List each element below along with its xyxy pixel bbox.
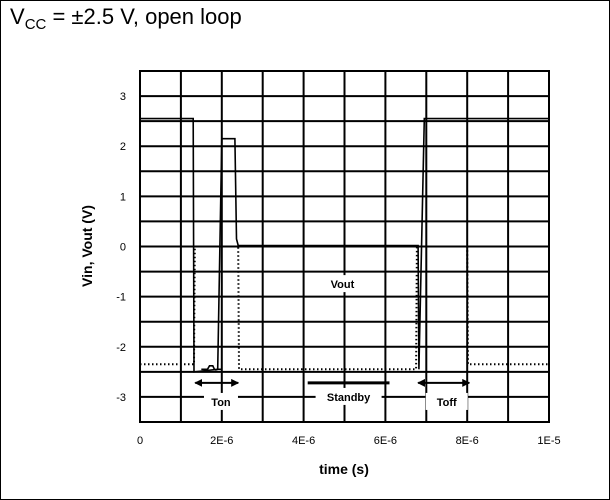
series-layer [140,117,549,373]
annotation-layer: Ton Standby Toff Vout [194,275,471,410]
x-tick-label: 8E-6 [456,435,479,447]
chart-title: VCC = ±2.5 V, open loop [10,4,242,33]
series-vout-line [140,245,549,371]
y-tick-label: 3 [120,91,126,103]
annotation-background [315,387,382,405]
annotation-ton-label: Ton [211,397,231,409]
annotation-background [203,392,238,410]
x-tick-label: 0 [137,435,143,447]
y-tick-label: 1 [120,191,126,203]
annotation-background [425,392,468,410]
annotation-background [321,275,364,293]
y-tick-label: -3 [116,392,126,404]
y-tick-label: 0 [120,242,126,254]
series-vin-detail-line [201,364,222,371]
series-vin-line [140,117,549,373]
annotation-standby-label: Standby [327,392,371,404]
x-tick-label: 4E-6 [292,435,315,447]
title-suffix: = ±2.5 V, open loop [46,4,242,29]
x-tick-label: 6E-6 [374,435,397,447]
title-subscript: CC [24,16,47,33]
annotation-toff-label: Toff [437,397,457,409]
x-axis-label: time (s) [319,461,369,477]
y-tick-label: -2 [116,342,126,354]
plot-area [139,70,550,423]
tick-labels: 0 2E-6 4E-6 6E-6 8E-6 1E-5 3 2 1 0 -1 -2 -3 [116,91,560,447]
title-prefix: V [10,4,25,29]
y-axis-label: Vin, Vout (V) [79,205,95,287]
x-tick-label: 2E-6 [210,435,233,447]
x-tick-label: 1E-5 [537,435,560,447]
annotation-vout-label: Vout [331,279,355,291]
y-tick-label: 2 [120,141,126,153]
grid-lines [140,71,549,422]
y-tick-label: -1 [116,292,126,304]
